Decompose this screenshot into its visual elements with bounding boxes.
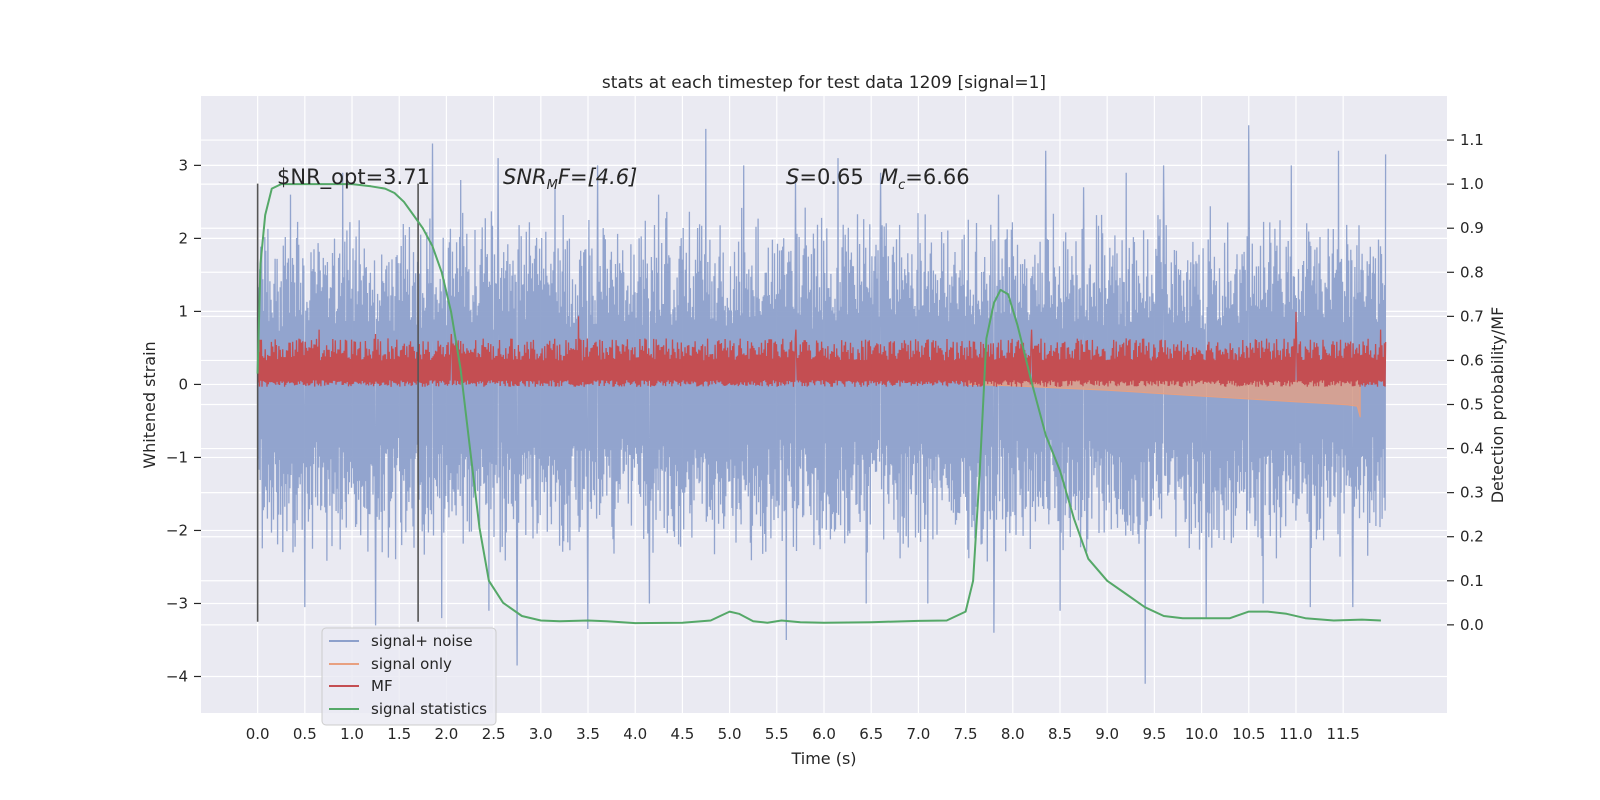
y2-tick-label-7: 0.4 [1460, 440, 1484, 458]
line-mf [256, 311, 1387, 387]
x-tick-label-18: 9.0 [1095, 725, 1119, 743]
line-signal-statistics [256, 183, 1381, 625]
x-tick-label-11: 5.5 [765, 725, 789, 743]
y-tick-label-0: 3 [178, 156, 188, 174]
annotation-s-main: S [786, 165, 799, 189]
y2-tick-label-9: 0.2 [1460, 528, 1484, 546]
annotation-mc-sub: c [898, 178, 905, 193]
y-tick-label-6: −3 [166, 594, 188, 612]
legend-box [321, 627, 497, 726]
vertical-markers [256, 183, 419, 622]
x-tick-label-16: 8.0 [1001, 725, 1025, 743]
series-signal-noise [256, 125, 1387, 684]
x-tick-label-21: 10.5 [1232, 725, 1265, 743]
y-tick-label-5: −2 [166, 521, 188, 539]
chart-title: stats at each timestep for test data 120… [602, 73, 1046, 93]
legend-label-signal-only: signal only [371, 655, 452, 673]
x-tick-label-20: 10.0 [1185, 725, 1218, 743]
y-tick-label-1: 2 [178, 229, 188, 247]
x-tick-label-2: 1.0 [340, 725, 364, 743]
x-axis-label: Time (s) [790, 749, 856, 768]
annotation-snr-mf-main: SNR [503, 165, 547, 189]
annotation-s: S=0.65 [786, 165, 864, 189]
y2-tick-label-4: 0.7 [1460, 307, 1484, 325]
series-signal-statistics [256, 183, 1381, 625]
annotation-s-value: =0.65 [799, 165, 863, 189]
x-tick-label-19: 9.5 [1142, 725, 1166, 743]
annotation-snr-mf-sub: M [547, 178, 558, 193]
x-tick-label-15: 7.5 [954, 725, 978, 743]
y2-tick-label-8: 0.3 [1460, 484, 1484, 502]
annotation-snr-mf-rest: F=[4.6] [558, 165, 637, 189]
y2-axis-ticks: 1.1 1.0 0.9 0.8 0.7 0.6 0.5 0.4 0.3 0.2 0.1 0.0 [1447, 131, 1484, 634]
x-tick-label-12: 6.0 [812, 725, 836, 743]
x-axis-ticks: 0.0 0.5 1.0 1.5 2.0 2.5 3.0 3.5 4.0 4.5 5.0 5.5 6.0 6… [246, 725, 1360, 743]
annotation-mc: Mc=6.66 [880, 165, 970, 193]
y-tick-label-2: 1 [178, 302, 188, 320]
y2-tick-label-5: 0.6 [1460, 351, 1484, 369]
annotation-mc-value: =6.66 [905, 165, 969, 189]
x-tick-label-1: 0.5 [293, 725, 317, 743]
legend-label-mf: MF [371, 677, 393, 695]
y2-tick-label-6: 0.5 [1460, 396, 1484, 414]
y2-tick-label-10: 0.1 [1460, 572, 1484, 590]
legend-label-signal-statistics: signal statistics [371, 700, 487, 718]
x-tick-label-23: 11.5 [1326, 725, 1359, 743]
y-axis-ticks: 3 2 1 0 −1 −2 −3 −4 [166, 156, 201, 685]
x-tick-label-17: 8.5 [1048, 725, 1072, 743]
x-tick-label-5: 2.5 [482, 725, 506, 743]
x-tick-label-6: 3.0 [529, 725, 553, 743]
line-signal-noise [256, 125, 1387, 684]
series-mf [256, 311, 1387, 387]
x-tick-label-4: 2.0 [434, 725, 458, 743]
annotation-mc-main: M [880, 165, 898, 189]
y2-tick-label-3: 0.8 [1460, 263, 1484, 281]
x-tick-label-22: 11.0 [1279, 725, 1312, 743]
x-tick-label-14: 7.0 [906, 725, 930, 743]
x-tick-label-0: 0.0 [246, 725, 270, 743]
y2-tick-label-0: 1.1 [1460, 131, 1484, 149]
y-tick-label-4: −1 [166, 448, 188, 466]
annotation-snr-mf: SNRMF=[4.6] [503, 165, 637, 193]
x-tick-label-8: 4.0 [623, 725, 647, 743]
y-axis-label: Whitened strain [140, 341, 159, 468]
y-tick-label-3: 0 [178, 375, 188, 393]
x-tick-label-3: 1.5 [387, 725, 411, 743]
x-tick-label-13: 6.5 [859, 725, 883, 743]
y2-tick-label-11: 0.0 [1460, 616, 1484, 634]
legend-label-signal-noise: signal+ noise [371, 632, 473, 650]
y2-tick-label-1: 1.0 [1460, 175, 1484, 193]
annotation-snr-opt: $NR_opt=3.71 [277, 165, 430, 190]
legend: signal+ noise signal only MF signal stat… [321, 627, 497, 726]
x-tick-label-7: 3.5 [576, 725, 600, 743]
y2-tick-label-2: 0.9 [1460, 219, 1484, 237]
y2-axis-label: Detection probability/MF [1488, 307, 1507, 504]
y-tick-label-7: −4 [166, 667, 188, 685]
x-tick-label-9: 4.5 [670, 725, 694, 743]
x-tick-label-10: 5.0 [718, 725, 742, 743]
